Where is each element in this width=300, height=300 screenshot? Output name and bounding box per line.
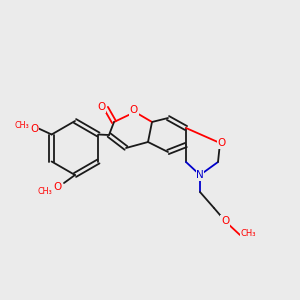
Text: O: O — [130, 105, 138, 115]
Text: N: N — [196, 170, 204, 180]
Text: O: O — [54, 182, 62, 192]
Text: CH₃: CH₃ — [240, 230, 256, 238]
Text: CH₃: CH₃ — [14, 121, 29, 130]
Text: CH₃: CH₃ — [38, 188, 52, 196]
Text: O: O — [221, 216, 229, 226]
Text: O: O — [97, 102, 105, 112]
Text: O: O — [218, 138, 226, 148]
Text: O: O — [31, 124, 39, 134]
